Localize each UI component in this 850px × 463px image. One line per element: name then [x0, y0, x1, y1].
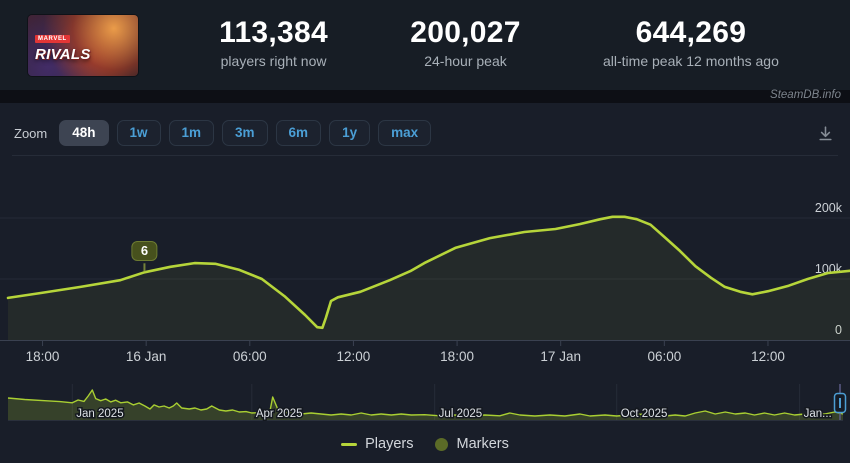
zoom-1m-button[interactable]: 1m: [168, 119, 215, 147]
rivals-logo: RIVALS: [35, 46, 91, 63]
zoom-label: Zoom: [14, 125, 48, 141]
24h-peak-value: 200,027: [410, 15, 521, 49]
24h-peak-label: 24-hour peak: [424, 52, 507, 69]
navigator-area-fill: [8, 390, 843, 420]
x-axis-label: 12:00: [337, 349, 371, 364]
zoom-1w-button[interactable]: 1w: [116, 119, 161, 147]
current-players-label: players right now: [220, 52, 327, 69]
x-axis-label: 06:00: [233, 349, 267, 364]
legend-item-players[interactable]: Players: [341, 436, 413, 452]
players-area: [8, 216, 850, 340]
chart-legend: Players Markers: [0, 432, 850, 456]
download-icon: [817, 125, 834, 142]
legend-players-label: Players: [365, 436, 414, 452]
zoom-6m-button[interactable]: 6m: [275, 119, 322, 147]
game-logo: MARVEL RIVALS: [35, 27, 91, 63]
navigator-area[interactable]: [8, 384, 843, 420]
current-players-value: 113,384: [219, 15, 328, 49]
x-axis-label: 16 Jan: [126, 349, 167, 364]
download-button[interactable]: [815, 123, 836, 144]
y-axis-label: 0: [835, 323, 842, 337]
players-line-icon: [341, 442, 358, 446]
x-axis-label: 17 Jan: [540, 349, 581, 364]
x-axis-label: 12:00: [751, 349, 785, 364]
steamdb-watermark: SteamDB.info: [770, 89, 841, 101]
header-stats: 113,384 players right now 200,027 24-hou…: [138, 16, 850, 75]
nav-month-label: Jan 2025: [76, 408, 123, 420]
header: MARVEL RIVALS 113,384 players right now …: [0, 0, 850, 90]
stat-24h-peak: 200,027 24-hour peak: [410, 16, 521, 69]
x-axis-label: 18:00: [440, 349, 474, 364]
legend-markers-label: Markers: [456, 436, 509, 452]
zoom-3m-button[interactable]: 3m: [222, 119, 268, 147]
stat-current-players: 113,384 players right now: [219, 16, 328, 69]
nav-month-label: Jan...: [804, 408, 832, 420]
alltime-peak-value: 644,269: [635, 15, 747, 49]
navigator-line: [7, 389, 844, 417]
players-line: [6, 215, 850, 330]
y-axis-label: 200k: [815, 201, 843, 215]
legend-item-markers[interactable]: Markers: [435, 436, 509, 452]
stat-alltime-peak: 644,269 all-time peak 12 months ago: [603, 16, 779, 69]
chart-marker-badge[interactable]: 6: [131, 241, 158, 262]
plot-area[interactable]: [0, 156, 850, 340]
markers-circle-icon: [435, 437, 449, 451]
marvel-logo: MARVEL: [35, 35, 70, 43]
game-capsule-image[interactable]: MARVEL RIVALS: [28, 14, 138, 76]
nav-month-label: Jul 2025: [439, 408, 482, 420]
zoom-48h-button[interactable]: 48h: [59, 119, 109, 147]
chart-panel: [0, 103, 850, 463]
alltime-peak-label: all-time peak 12 months ago: [602, 52, 779, 69]
x-axis-label: 06:00: [647, 349, 681, 364]
zoom-max-button[interactable]: max: [378, 119, 432, 147]
x-axis-label: 18:00: [26, 349, 60, 364]
nav-month-label: Oct 2025: [621, 408, 668, 420]
nav-month-label: Apr 2025: [256, 408, 303, 420]
chart-toolbar: Zoom 48h 1w 1m 3m 6m 1y max: [14, 117, 836, 149]
zoom-1y-button[interactable]: 1y: [329, 119, 371, 147]
